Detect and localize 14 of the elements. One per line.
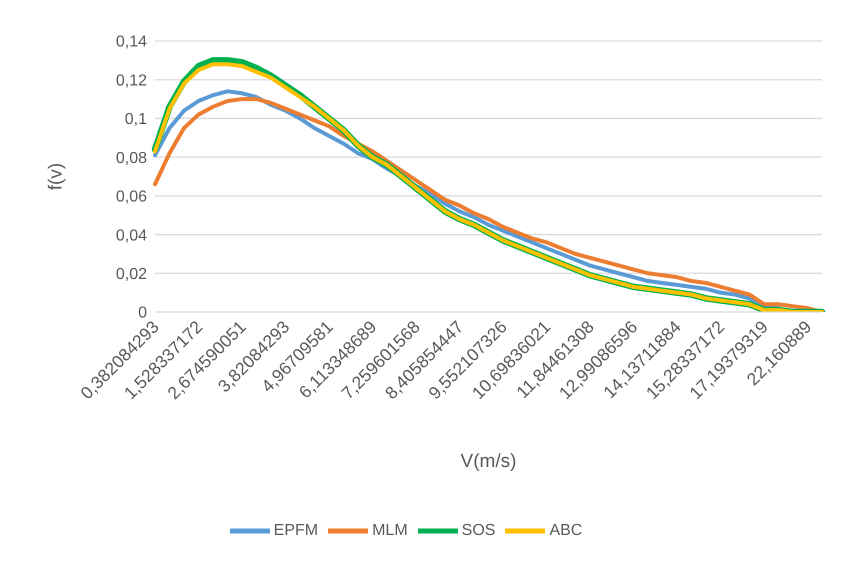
legend-label: ABC: [549, 522, 582, 540]
y-tick-label: 0,02: [116, 266, 148, 283]
y-tick-label: 0,06: [116, 188, 148, 206]
legend-label: MLM: [372, 522, 408, 540]
y-tick-label: 0,1: [124, 111, 148, 128]
y-tick-label: 0,04: [116, 227, 148, 244]
y-tick-label: 0,08: [116, 150, 148, 167]
x-axis-title: V(m/s): [460, 451, 516, 472]
y-tick-label: 0: [138, 304, 148, 322]
legend-label: EPFM: [274, 522, 318, 540]
y-tick-label: 0,14: [116, 34, 148, 51]
legend-label: SOS: [462, 522, 496, 540]
y-tick-label: 0,12: [116, 72, 148, 90]
y-axis-title: f(v): [46, 162, 67, 190]
